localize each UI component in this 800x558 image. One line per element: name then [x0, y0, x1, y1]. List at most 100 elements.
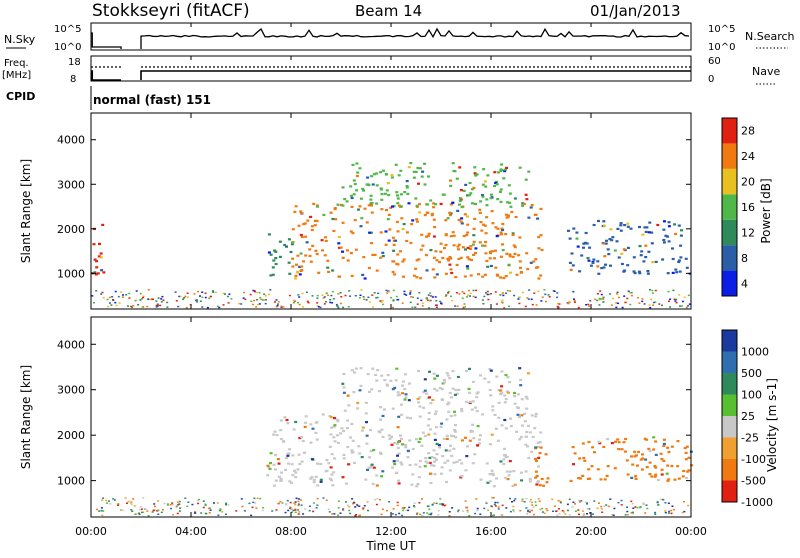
- scatter-cell: [468, 247, 472, 250]
- scatter-cell: [351, 439, 355, 442]
- clutter-cell: [636, 506, 639, 509]
- clutter-cell: [439, 498, 442, 500]
- clutter-cell: [250, 514, 253, 517]
- scatter-cell: [685, 266, 689, 269]
- clutter-cell: [594, 298, 597, 301]
- scatter-cell: [421, 244, 425, 247]
- scatter-cell: [302, 223, 306, 226]
- scatter-cell: [504, 398, 508, 401]
- scatter-cell: [468, 439, 472, 442]
- scatter-cell: [404, 446, 408, 449]
- scatter-cell: [520, 479, 524, 482]
- scatter-cell: [570, 252, 574, 255]
- scatter-cell: [458, 197, 462, 200]
- scatter-cell: [395, 367, 399, 370]
- clutter-cell: [643, 303, 646, 305]
- scatter-cell: [544, 453, 548, 456]
- scatter-cell: [296, 254, 300, 257]
- y-tick-label: 1000: [57, 267, 85, 280]
- scatter-cell: [511, 233, 515, 237]
- clutter-cell: [285, 503, 288, 506]
- scatter-cell: [279, 429, 283, 432]
- scatter-cell: [524, 395, 528, 398]
- scatter-cell: [590, 465, 594, 468]
- clutter-cell: [573, 298, 575, 300]
- scatter-cell: [491, 222, 495, 225]
- colorbar-level-label: 16: [741, 201, 755, 214]
- scatter-cell: [353, 183, 357, 186]
- scatter-cell: [422, 391, 426, 394]
- scatter-cell: [432, 206, 436, 209]
- scatter-cell: [512, 244, 516, 247]
- scatter-cell: [464, 436, 467, 439]
- scatter-cell: [455, 392, 459, 395]
- scatter-cell: [370, 465, 373, 468]
- clutter-cell: [539, 508, 542, 511]
- scatter-cell: [310, 228, 314, 232]
- clutter-cell: [275, 306, 278, 308]
- scatter-cell: [464, 183, 468, 186]
- velocity-scatter: [95, 367, 694, 517]
- clutter-cell: [585, 304, 588, 306]
- cpid-label: CPID: [6, 90, 35, 103]
- scatter-cell: [479, 478, 483, 481]
- scatter-cell: [359, 367, 363, 370]
- clutter-cell: [325, 301, 327, 303]
- scatter-cell: [310, 225, 314, 228]
- clutter-cell: [264, 302, 267, 305]
- clutter-cell: [617, 501, 620, 504]
- scatter-cell: [471, 202, 474, 205]
- scatter-cell: [596, 468, 600, 471]
- scatter-cell: [662, 241, 666, 244]
- scatter-cell: [332, 425, 336, 428]
- clutter-cell: [412, 296, 415, 298]
- scatter-cell: [458, 166, 462, 169]
- scatter-cell: [676, 440, 680, 443]
- scatter-cell: [416, 482, 420, 486]
- scatter-cell: [538, 452, 542, 455]
- scatter-cell: [286, 452, 290, 455]
- clutter-cell: [354, 515, 357, 517]
- scatter-cell: [410, 223, 414, 226]
- clutter-cell: [556, 296, 559, 299]
- scatter-cell: [647, 250, 651, 253]
- scatter-cell: [489, 264, 493, 268]
- clutter-cell: [162, 299, 165, 301]
- clutter-cell: [586, 513, 588, 515]
- scatter-cell: [292, 428, 296, 431]
- colorbar-level-label: 4: [741, 277, 748, 290]
- clutter-cell: [117, 504, 120, 506]
- scatter-cell: [333, 424, 337, 427]
- scatter-cell: [396, 442, 400, 445]
- scatter-cell: [380, 193, 384, 196]
- clutter-cell: [178, 500, 181, 503]
- clutter-cell: [207, 507, 210, 510]
- scatter-cell: [500, 424, 504, 427]
- clutter-cell: [159, 304, 162, 307]
- clutter-cell: [217, 514, 220, 516]
- scatter-cell: [539, 274, 543, 277]
- scatter-cell: [439, 425, 443, 428]
- scatter-cell: [288, 272, 292, 275]
- scatter-cell: [324, 239, 328, 242]
- clutter-cell: [138, 512, 140, 514]
- scatter-cell: [457, 257, 461, 261]
- clutter-cell: [263, 299, 266, 301]
- scatter-cell: [432, 372, 436, 375]
- scatter-cell: [364, 412, 368, 415]
- clutter-cell: [514, 498, 517, 500]
- scatter-cell: [489, 193, 493, 196]
- clutter-cell: [323, 296, 326, 298]
- clutter-cell: [680, 305, 683, 307]
- scatter-cell: [459, 220, 463, 223]
- scatter-cell: [641, 457, 645, 460]
- scatter-cell: [401, 227, 405, 231]
- clutter-cell: [668, 510, 670, 513]
- scatter-cell: [391, 407, 395, 410]
- scatter-cell: [319, 463, 323, 466]
- scatter-cell: [533, 427, 537, 430]
- scatter-cell: [299, 233, 303, 237]
- scatter-cell: [654, 440, 658, 443]
- scatter-cell: [435, 259, 439, 262]
- scatter-cell: [298, 462, 302, 466]
